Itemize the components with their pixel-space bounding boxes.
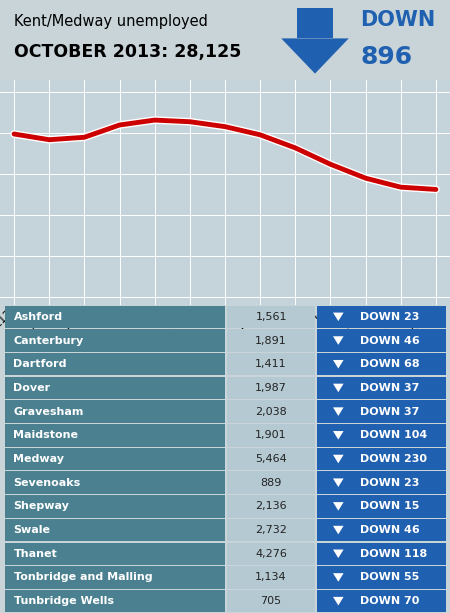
Bar [4, 353, 225, 375]
Bar [227, 424, 315, 446]
Bar [4, 590, 225, 612]
Polygon shape [333, 408, 344, 416]
Text: Tunbridge Wells: Tunbridge Wells [14, 596, 113, 606]
Text: DOWN 46: DOWN 46 [360, 335, 420, 346]
Bar [317, 495, 446, 517]
Text: OCTOBER 2013: 28,125: OCTOBER 2013: 28,125 [14, 43, 241, 61]
Text: DOWN 37: DOWN 37 [360, 406, 419, 417]
Bar [4, 519, 225, 541]
Bar [317, 377, 446, 399]
Polygon shape [333, 526, 344, 535]
Bar [317, 424, 446, 446]
Polygon shape [333, 337, 344, 345]
Bar [317, 590, 446, 612]
Text: DOWN 23: DOWN 23 [360, 478, 419, 488]
Bar [227, 471, 315, 494]
Text: 705: 705 [261, 596, 282, 606]
Text: Kent/Medway unemployed: Kent/Medway unemployed [14, 14, 207, 29]
Bar [4, 471, 225, 494]
Text: DOWN 55: DOWN 55 [360, 573, 419, 582]
Text: 2,732: 2,732 [255, 525, 287, 535]
Bar [317, 306, 446, 328]
Text: DOWN 68: DOWN 68 [360, 359, 419, 369]
Bar [317, 471, 446, 494]
Bar [227, 519, 315, 541]
Bar [227, 306, 315, 328]
Bar [317, 400, 446, 423]
Bar [4, 377, 225, 399]
Text: Dartford: Dartford [14, 359, 67, 369]
Bar [317, 353, 446, 375]
Text: 4,276: 4,276 [255, 549, 287, 559]
Text: Ashford: Ashford [14, 312, 63, 322]
Text: 896: 896 [360, 45, 412, 69]
Polygon shape [333, 573, 344, 582]
Bar [227, 329, 315, 352]
Polygon shape [333, 549, 344, 558]
Text: Sevenoaks: Sevenoaks [14, 478, 81, 488]
Bar [297, 8, 333, 39]
Text: Swale: Swale [14, 525, 50, 535]
Text: 1,411: 1,411 [255, 359, 287, 369]
Bar [4, 329, 225, 352]
Bar [227, 353, 315, 375]
Bar [227, 590, 315, 612]
Polygon shape [333, 478, 344, 487]
Text: DOWN 23: DOWN 23 [360, 312, 419, 322]
Polygon shape [281, 39, 349, 74]
Text: DOWN 230: DOWN 230 [360, 454, 427, 464]
Text: Medway: Medway [14, 454, 64, 464]
Polygon shape [333, 384, 344, 392]
Text: 2,038: 2,038 [255, 406, 287, 417]
Text: DOWN: DOWN [360, 10, 435, 29]
Bar [317, 566, 446, 588]
Text: Thanet: Thanet [14, 549, 57, 559]
Polygon shape [333, 360, 344, 368]
Text: 1,901: 1,901 [255, 430, 287, 440]
Text: DOWN 104: DOWN 104 [360, 430, 427, 440]
Text: 889: 889 [261, 478, 282, 488]
Bar [4, 566, 225, 588]
Text: 5,464: 5,464 [255, 454, 287, 464]
Bar [4, 306, 225, 328]
Bar [4, 495, 225, 517]
Text: 1,987: 1,987 [255, 383, 287, 393]
Polygon shape [333, 597, 344, 606]
Polygon shape [333, 502, 344, 511]
Text: DOWN 37: DOWN 37 [360, 383, 419, 393]
Text: Tonbridge and Malling: Tonbridge and Malling [14, 573, 152, 582]
Text: Maidstone: Maidstone [14, 430, 78, 440]
Bar [227, 400, 315, 423]
Text: Dover: Dover [14, 383, 50, 393]
Text: DOWN 118: DOWN 118 [360, 549, 427, 559]
Text: 1,134: 1,134 [255, 573, 287, 582]
Bar [317, 543, 446, 565]
Bar [227, 495, 315, 517]
Text: 1,891: 1,891 [255, 335, 287, 346]
Polygon shape [333, 313, 344, 321]
Bar [227, 566, 315, 588]
Bar [317, 329, 446, 352]
Text: Shepway: Shepway [14, 501, 69, 511]
Text: DOWN 70: DOWN 70 [360, 596, 419, 606]
Bar [227, 543, 315, 565]
Text: DOWN 46: DOWN 46 [360, 525, 420, 535]
Bar [317, 519, 446, 541]
Bar [4, 543, 225, 565]
Text: 1,561: 1,561 [256, 312, 287, 322]
Polygon shape [333, 455, 344, 463]
Bar [317, 447, 446, 470]
Bar [4, 400, 225, 423]
Polygon shape [333, 431, 344, 440]
Bar [227, 377, 315, 399]
Text: Canterbury: Canterbury [14, 335, 84, 346]
Bar [4, 424, 225, 446]
Bar [227, 447, 315, 470]
Text: DOWN 15: DOWN 15 [360, 501, 419, 511]
Text: Gravesham: Gravesham [14, 406, 84, 417]
Text: 2,136: 2,136 [255, 501, 287, 511]
Bar [4, 447, 225, 470]
